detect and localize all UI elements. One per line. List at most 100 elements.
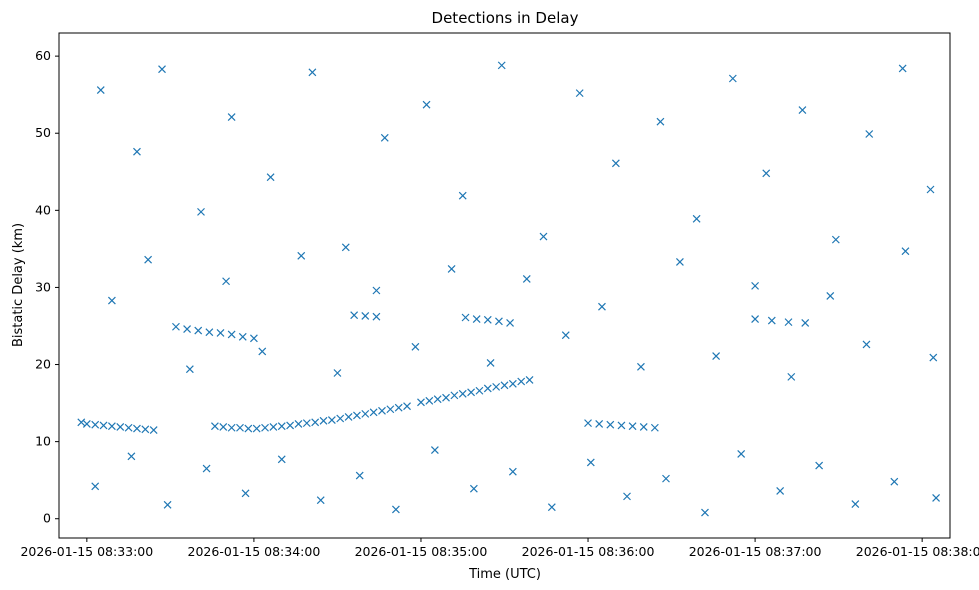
data-point	[433, 395, 442, 404]
data-point	[675, 258, 684, 266]
data-point	[227, 113, 236, 121]
data-point	[639, 423, 648, 431]
data-point	[227, 330, 236, 339]
data-point	[241, 489, 250, 498]
data-point	[236, 423, 244, 432]
data-point	[353, 411, 361, 420]
data-point	[628, 422, 637, 431]
data-point	[495, 317, 503, 326]
y-tick-label: 50	[35, 125, 51, 140]
data-point	[269, 423, 278, 431]
data-point	[361, 312, 370, 320]
data-point	[447, 264, 456, 273]
data-point	[467, 388, 476, 397]
data-point	[333, 369, 342, 377]
x-axis-ticks: 2026-01-15 08:33:00 2026-01-15 08:34:00 20…	[20, 538, 979, 559]
data-point	[486, 359, 495, 367]
data-point	[483, 384, 492, 393]
data-point	[623, 492, 631, 501]
data-point	[417, 398, 425, 407]
y-tick-label: 10	[35, 434, 51, 449]
y-tick-label: 0	[43, 511, 51, 526]
data-point	[586, 458, 595, 467]
x-tick-label: 2026-01-15 08:34:00	[188, 544, 321, 559]
data-point	[327, 416, 336, 424]
data-point	[133, 424, 141, 433]
data-point	[926, 185, 935, 194]
data-point	[767, 316, 776, 325]
data-point	[525, 376, 534, 384]
data-point	[158, 65, 166, 74]
data-point	[784, 318, 793, 327]
data-point	[932, 493, 941, 502]
data-point	[411, 342, 420, 351]
y-axis-ticks: 0 10 20 30 40 50 60	[35, 48, 59, 526]
data-point	[341, 243, 350, 252]
plot-frame	[58, 32, 951, 539]
data-point	[751, 315, 760, 323]
data-point	[611, 159, 620, 168]
data-point	[561, 331, 570, 340]
data-point	[99, 421, 108, 430]
data-point	[442, 393, 450, 402]
data-point	[308, 68, 317, 77]
data-point	[584, 419, 592, 428]
y-axis-label: Bistatic Delay (km)	[11, 223, 26, 347]
data-point	[369, 408, 378, 417]
data-point	[107, 422, 116, 431]
data-point	[650, 423, 659, 432]
data-point	[798, 106, 807, 115]
data-point	[222, 277, 230, 286]
data-point	[826, 291, 835, 300]
data-point	[728, 74, 737, 83]
data-point	[277, 455, 286, 464]
data-point	[91, 420, 100, 429]
data-point	[539, 232, 548, 241]
data-point	[458, 389, 467, 398]
data-point	[185, 365, 194, 374]
data-point	[311, 418, 320, 427]
data-point	[469, 484, 478, 493]
data-point	[865, 130, 874, 138]
data-point	[391, 505, 400, 514]
data-point	[508, 379, 517, 388]
data-point	[194, 326, 203, 335]
data-point	[372, 286, 381, 295]
data-point	[316, 496, 325, 505]
data-point	[751, 281, 760, 290]
data-point	[219, 423, 228, 431]
data-point	[500, 381, 509, 390]
data-point	[336, 414, 345, 423]
data-point	[380, 133, 389, 142]
y-tick-label: 30	[35, 279, 51, 294]
data-point	[297, 251, 306, 260]
data-point	[403, 402, 411, 411]
x-axis-label: Time (UTC)	[468, 567, 541, 582]
data-point	[124, 423, 133, 432]
data-points	[77, 61, 941, 517]
data-point	[492, 382, 501, 391]
data-point	[238, 332, 247, 341]
data-point	[350, 311, 359, 320]
data-point	[266, 173, 275, 182]
data-point	[133, 147, 141, 156]
y-tick-label: 40	[35, 202, 51, 217]
data-point	[430, 446, 439, 455]
data-point	[163, 500, 172, 509]
data-point	[386, 405, 395, 414]
data-point	[249, 334, 258, 343]
data-point	[598, 302, 606, 311]
data-point	[91, 482, 100, 491]
data-point	[472, 315, 481, 323]
x-tick-label: 2026-01-15 08:37:00	[689, 544, 822, 559]
data-point	[575, 89, 584, 98]
data-point	[172, 322, 180, 331]
data-point	[547, 503, 556, 512]
data-point	[425, 396, 434, 405]
data-point	[522, 275, 531, 283]
x-tick-label: 2026-01-15 08:33:00	[20, 544, 153, 559]
data-point	[144, 255, 153, 264]
data-point	[77, 418, 86, 427]
data-point	[508, 467, 517, 476]
